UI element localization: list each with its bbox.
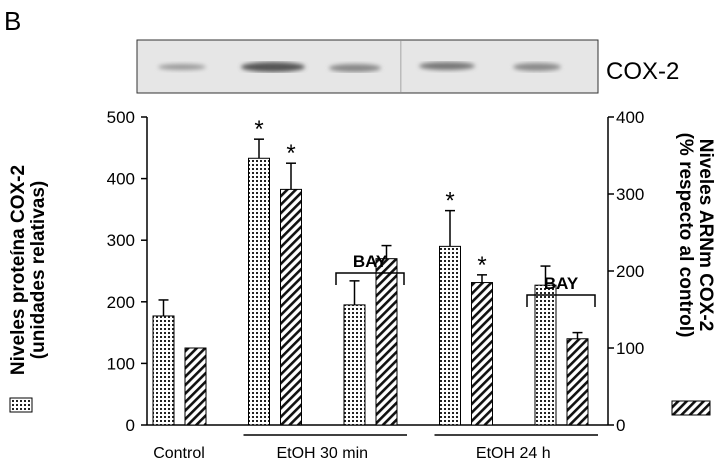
x-group-label: Control — [153, 445, 205, 462]
bar — [153, 316, 174, 425]
figure: B COX-2 0 100 200 300 400 500 0 100 200 300 400 Niv… — [0, 0, 721, 467]
x-group-label: EtOH 24 h — [476, 445, 551, 462]
y-axis-title: (unidades relativas) — [28, 181, 49, 359]
y-axis-title: Niveles proteína COX-2 — [8, 165, 29, 375]
blot-label: COX-2 — [606, 58, 679, 85]
bar — [535, 285, 556, 425]
y-tick-label: 200 — [107, 293, 135, 312]
y-tick-label: 0 — [126, 416, 135, 435]
y2-tick-label: 200 — [616, 262, 644, 281]
y2-tick-label: 300 — [616, 185, 644, 204]
blot — [137, 40, 598, 93]
y2-axis-title: Niveles ARNm COX-2 — [695, 139, 716, 332]
significance-label: * — [254, 116, 263, 143]
y-tick-label: 300 — [107, 231, 135, 250]
bracket-label: BAY — [544, 274, 579, 293]
y2-axis-title: (% respecto al control) — [675, 133, 696, 338]
bar — [344, 305, 365, 425]
bar — [472, 283, 493, 425]
legend-swatch — [672, 401, 710, 415]
bar — [185, 348, 206, 425]
x-group-label: EtOH 30 min — [276, 445, 368, 462]
significance-label: * — [445, 188, 454, 215]
y-tick-label: 500 — [107, 108, 135, 127]
bar — [440, 246, 461, 425]
bar — [281, 189, 302, 425]
significance-label: * — [477, 252, 486, 279]
y2-tick-label: 400 — [616, 108, 644, 127]
y-tick-label: 400 — [107, 170, 135, 189]
panel-label: B — [4, 6, 21, 36]
bar — [249, 158, 270, 425]
y2-tick-label: 0 — [616, 416, 625, 435]
bracket-label: BAY — [353, 252, 388, 271]
chart: 0 100 200 300 400 500 0 100 200 300 400 Niveles pro… — [8, 108, 716, 462]
bar — [376, 259, 397, 425]
legend-swatch — [10, 398, 32, 412]
y2-tick-label: 100 — [616, 339, 644, 358]
bar — [567, 339, 588, 425]
y-tick-label: 100 — [107, 354, 135, 373]
significance-label: * — [286, 140, 295, 167]
